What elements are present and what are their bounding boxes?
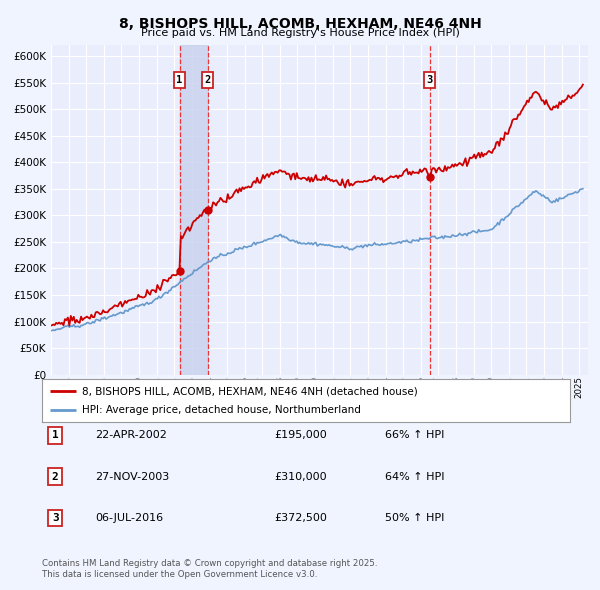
Text: 27-NOV-2003: 27-NOV-2003 <box>95 472 169 481</box>
Text: £372,500: £372,500 <box>274 513 327 523</box>
Text: 50% ↑ HPI: 50% ↑ HPI <box>385 513 445 523</box>
Text: 22-APR-2002: 22-APR-2002 <box>95 431 167 440</box>
Text: 1: 1 <box>52 431 59 440</box>
Text: 8, BISHOPS HILL, ACOMB, HEXHAM, NE46 4NH (detached house): 8, BISHOPS HILL, ACOMB, HEXHAM, NE46 4NH… <box>82 386 418 396</box>
Text: HPI: Average price, detached house, Northumberland: HPI: Average price, detached house, Nort… <box>82 405 361 415</box>
Text: 3: 3 <box>427 75 433 85</box>
Text: 1: 1 <box>176 75 182 85</box>
Text: Price paid vs. HM Land Registry's House Price Index (HPI): Price paid vs. HM Land Registry's House … <box>140 28 460 38</box>
Text: £195,000: £195,000 <box>274 431 327 440</box>
Text: 8, BISHOPS HILL, ACOMB, HEXHAM, NE46 4NH: 8, BISHOPS HILL, ACOMB, HEXHAM, NE46 4NH <box>119 17 481 31</box>
Text: 06-JUL-2016: 06-JUL-2016 <box>95 513 163 523</box>
Text: 2: 2 <box>205 75 211 85</box>
Bar <box>179 45 208 375</box>
Text: 64% ↑ HPI: 64% ↑ HPI <box>385 472 445 481</box>
Text: £310,000: £310,000 <box>274 472 327 481</box>
Text: 66% ↑ HPI: 66% ↑ HPI <box>385 431 445 440</box>
Text: Contains HM Land Registry data © Crown copyright and database right 2025.: Contains HM Land Registry data © Crown c… <box>42 559 377 568</box>
Text: 3: 3 <box>52 513 59 523</box>
Text: This data is licensed under the Open Government Licence v3.0.: This data is licensed under the Open Gov… <box>42 570 317 579</box>
Text: 2: 2 <box>52 472 59 481</box>
